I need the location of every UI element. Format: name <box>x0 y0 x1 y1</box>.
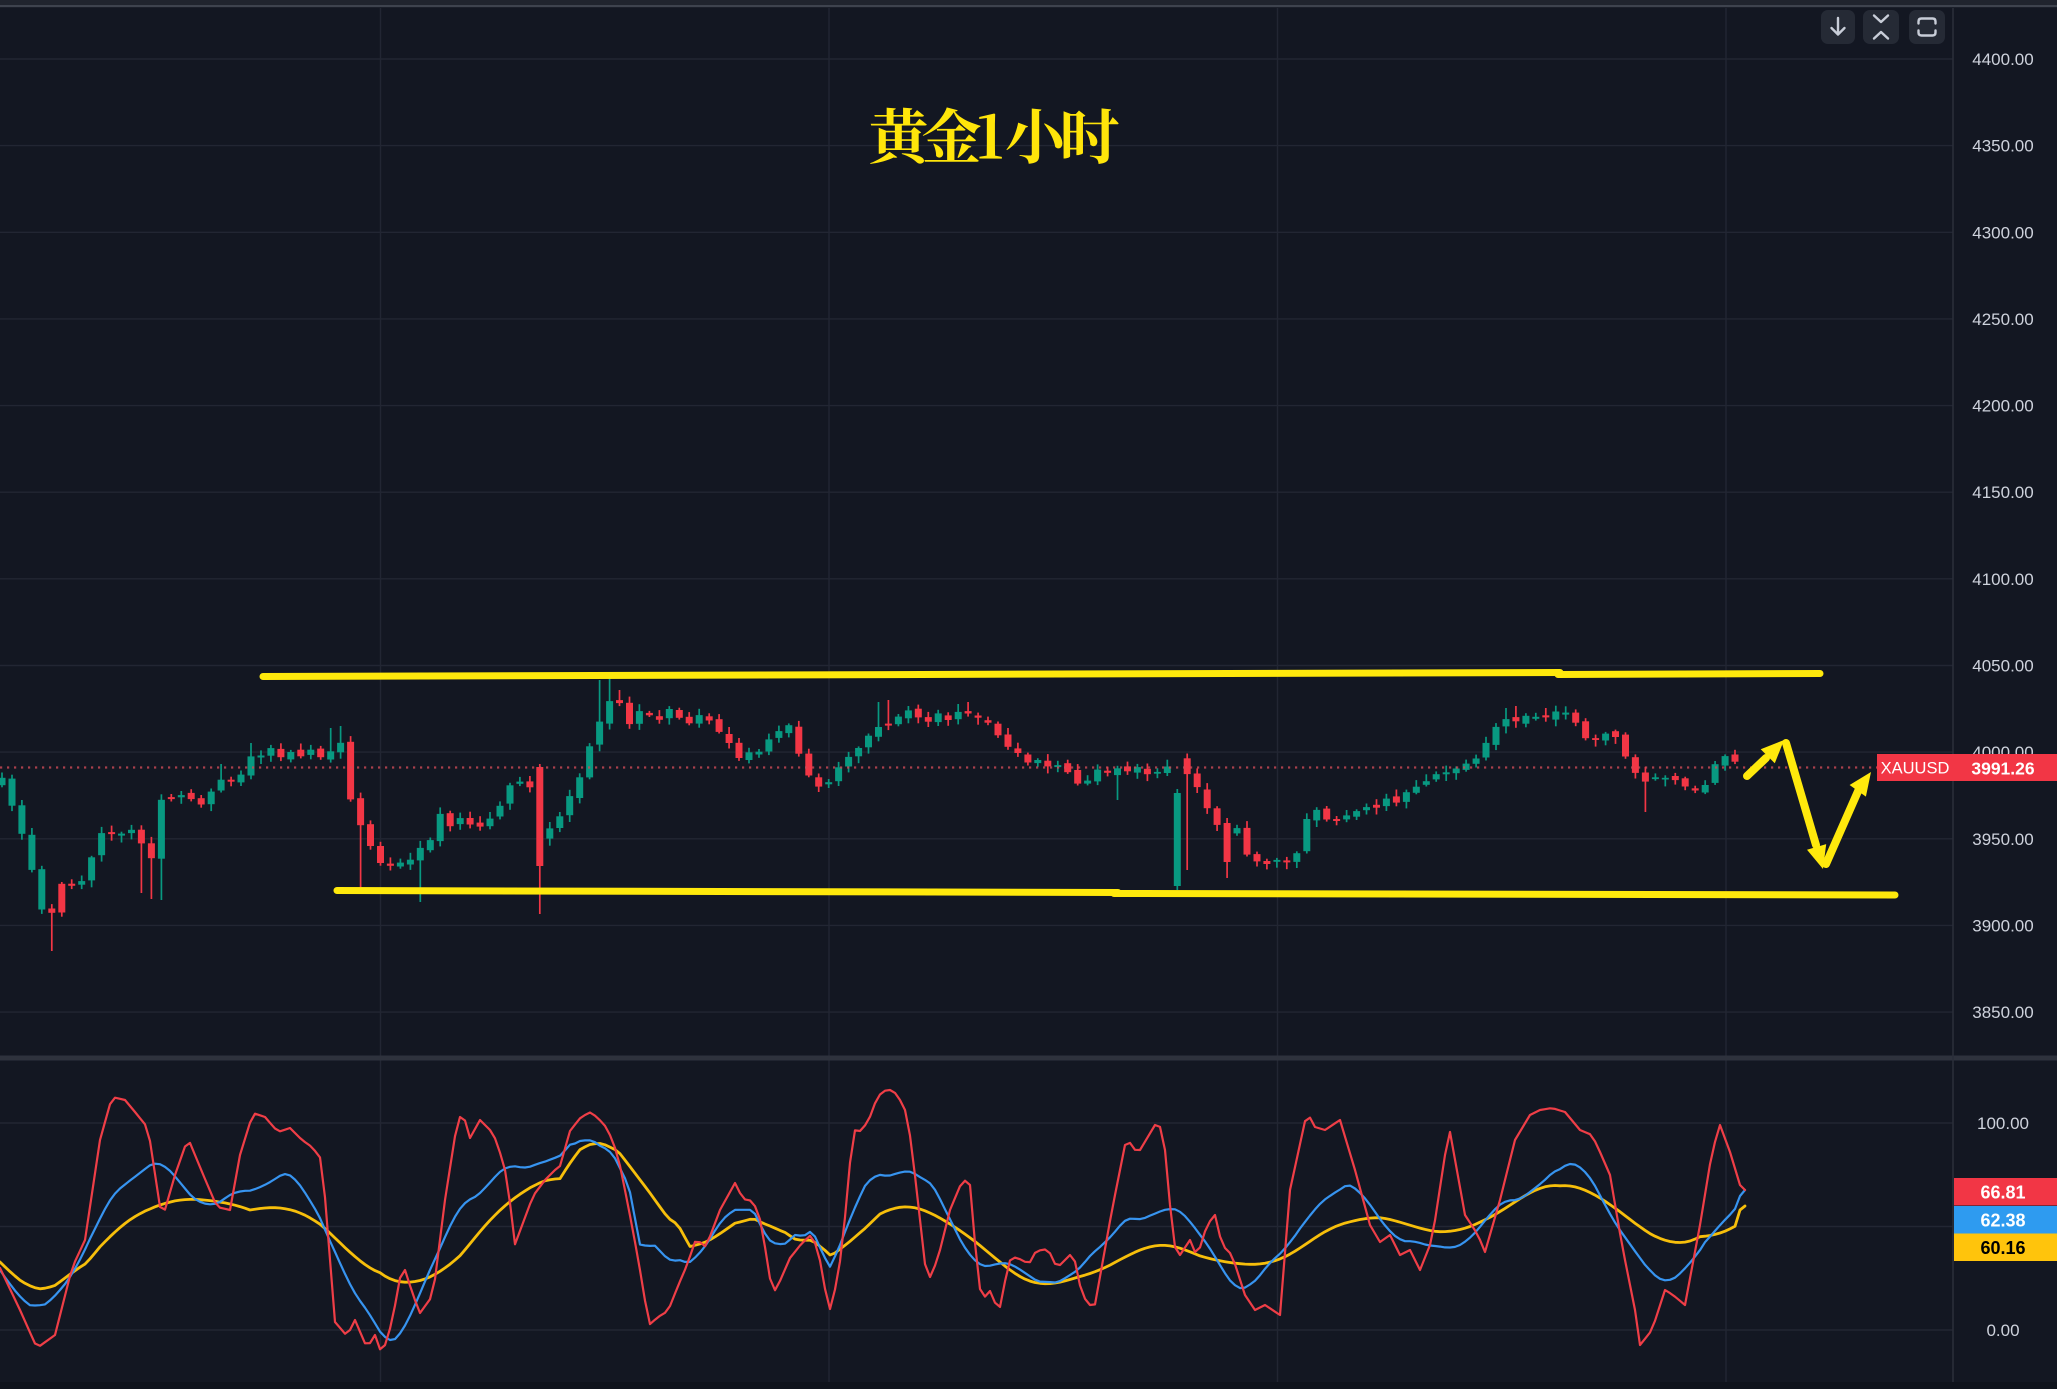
svg-text:4150.00: 4150.00 <box>1972 483 2033 502</box>
svg-text:0.00: 0.00 <box>1986 1321 2019 1340</box>
svg-text:4250.00: 4250.00 <box>1972 310 2033 329</box>
svg-text:60.16: 60.16 <box>1980 1238 2025 1258</box>
svg-text:100.00: 100.00 <box>1977 1114 2029 1133</box>
svg-text:62.38: 62.38 <box>1980 1211 2025 1231</box>
svg-text:4050.00: 4050.00 <box>1972 657 2033 676</box>
svg-text:3991.26: 3991.26 <box>1971 759 2035 779</box>
svg-text:4100.00: 4100.00 <box>1972 570 2033 589</box>
svg-text:4400.00: 4400.00 <box>1972 50 2033 69</box>
svg-text:4200.00: 4200.00 <box>1972 397 2033 416</box>
svg-text:66.81: 66.81 <box>1980 1183 2025 1203</box>
svg-text:3850.00: 3850.00 <box>1972 1003 2033 1022</box>
svg-text:4300.00: 4300.00 <box>1972 223 2033 242</box>
svg-text:4350.00: 4350.00 <box>1972 137 2033 156</box>
svg-text:3950.00: 3950.00 <box>1972 830 2033 849</box>
svg-text:3900.00: 3900.00 <box>1972 916 2033 935</box>
svg-text:XAUUSD: XAUUSD <box>1881 760 1950 778</box>
